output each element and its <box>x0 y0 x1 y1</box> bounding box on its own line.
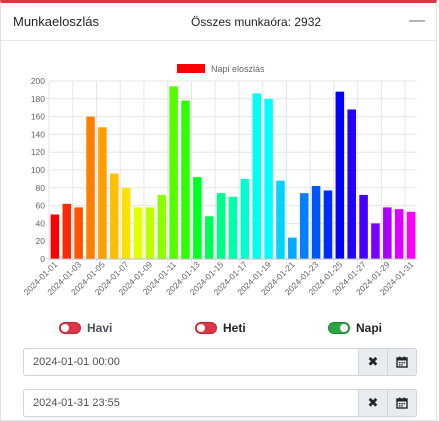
bar <box>110 173 119 259</box>
date-to-input[interactable] <box>24 390 358 416</box>
toggle-switch-napi[interactable] <box>328 322 350 334</box>
bar <box>276 180 285 259</box>
toggle-havi[interactable]: Havi <box>59 317 112 339</box>
bar <box>216 193 226 259</box>
toggle-switch-havi[interactable] <box>59 322 81 334</box>
bar <box>359 194 368 259</box>
bar <box>323 190 333 259</box>
date-to-group: ✖ <box>23 389 417 417</box>
bar <box>347 109 356 259</box>
y-tick-label: 140 <box>31 129 45 139</box>
bar <box>311 186 321 259</box>
legend-label: Napi eloszlás <box>211 64 265 74</box>
y-tick-label: 20 <box>36 236 46 246</box>
bar <box>240 178 250 259</box>
bar <box>169 86 178 259</box>
bar <box>98 127 107 259</box>
toggle-switch-heti[interactable] <box>195 322 217 334</box>
card-title: Munkaeloszlás <box>13 14 99 29</box>
date-from-group: ✖ <box>23 348 417 376</box>
y-tick-label: 60 <box>36 201 46 211</box>
y-tick-label: 80 <box>36 183 46 193</box>
bar <box>335 91 345 260</box>
bar <box>50 214 60 259</box>
bar <box>157 194 167 259</box>
toggle-label-havi: Havi <box>87 321 113 335</box>
bar <box>228 196 238 259</box>
bar <box>86 116 95 259</box>
toggle-heti[interactable]: Heti <box>195 317 246 339</box>
bar <box>299 193 309 259</box>
legend-swatch <box>177 64 205 73</box>
view-toggles: Havi Heti Napi <box>1 317 438 339</box>
bar <box>62 203 72 259</box>
y-tick-label: 200 <box>31 76 45 86</box>
date-from-input[interactable] <box>24 349 358 375</box>
total-hours: Összes munkaóra: 2932 <box>191 15 322 29</box>
bar <box>264 98 273 259</box>
y-tick-label: 120 <box>31 147 45 157</box>
bar <box>252 93 262 260</box>
calendar-icon[interactable] <box>387 390 416 416</box>
toggle-label-napi: Napi <box>356 321 383 335</box>
y-tick-label: 180 <box>31 94 45 104</box>
bar <box>193 177 202 259</box>
clear-icon[interactable]: ✖ <box>358 390 387 416</box>
toggle-napi[interactable]: Napi <box>328 317 382 339</box>
y-tick-label: 100 <box>31 165 45 175</box>
bar <box>383 207 392 259</box>
bar <box>288 237 297 259</box>
y-tick-label: 160 <box>31 112 45 122</box>
clear-icon[interactable]: ✖ <box>358 349 387 375</box>
minus-icon[interactable]: — <box>409 12 425 29</box>
card-header: Munkaeloszlás Összes munkaóra: 2932 — <box>1 3 436 41</box>
bar <box>121 187 131 259</box>
bar <box>74 207 83 259</box>
bar <box>133 207 143 259</box>
bar <box>406 211 416 259</box>
toggle-label-heti: Heti <box>223 321 246 335</box>
bar <box>204 216 214 259</box>
bar <box>394 209 404 259</box>
y-tick-label: 40 <box>36 218 46 228</box>
bar-chart: Napi eloszlás 0 20 40 60 80 100 120 140 160 180 200… <box>22 64 417 297</box>
bar <box>145 207 155 259</box>
bar <box>371 223 380 259</box>
bar <box>181 100 190 259</box>
calendar-icon[interactable] <box>387 349 416 375</box>
y-tick-label: 0 <box>40 254 45 264</box>
